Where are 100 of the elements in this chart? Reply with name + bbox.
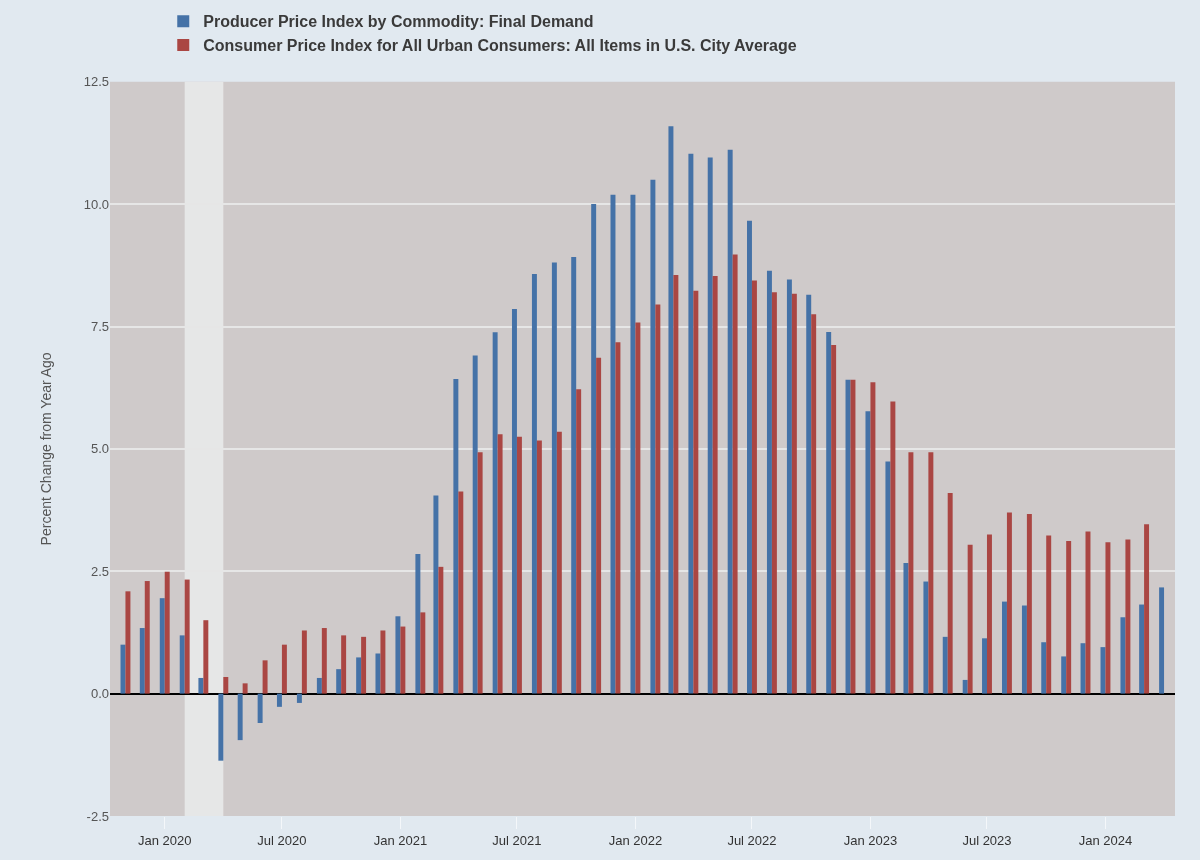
x-tick-label: Jul 2021 [492,832,542,848]
bar [380,630,386,694]
y-tick-label: 12.5 [83,74,109,90]
bar [908,452,914,694]
bar [635,322,641,694]
bar [811,314,817,694]
bar [316,677,322,694]
bar [865,411,871,694]
bar [650,179,656,694]
bar [826,331,832,694]
bar [928,452,934,694]
bar [242,683,248,694]
bar [786,279,792,694]
bar [727,149,733,694]
x-tick-label: Jan 2024 [1078,832,1133,848]
bar [751,280,757,694]
bar [184,579,190,694]
bar [472,355,478,694]
bar [766,270,772,694]
bar [1066,540,1072,694]
bar [596,357,602,694]
bar [477,452,483,694]
bar [1139,604,1145,694]
bar [1061,656,1067,694]
bar [806,294,812,694]
bar [732,254,738,694]
bar [747,220,752,694]
bar [492,332,498,694]
bar [458,491,464,694]
bar [198,677,204,694]
bar [164,571,170,694]
y-tick-label: 5.0 [90,441,109,457]
bar [1125,539,1131,694]
bar [870,382,876,694]
bar [433,495,439,694]
bar [395,616,401,694]
bar [591,204,597,694]
bar [831,345,837,694]
bar [576,389,582,694]
bar [982,638,987,694]
bar [438,566,444,694]
bar [688,153,694,694]
bar [375,653,381,694]
bar [1144,524,1150,694]
bar [218,693,224,761]
bar [511,308,517,694]
bar [536,440,542,694]
bar [296,693,302,703]
bar [341,635,347,694]
bar [144,581,150,694]
bar [693,290,699,694]
bar [1046,535,1052,694]
bar [712,276,718,694]
x-tick-label: Jul 2020 [257,832,307,848]
y-axis-title: Percent Change from Year Ago [38,352,55,546]
bar [962,679,968,694]
bar [1001,601,1007,694]
bar [281,644,287,694]
bar [1159,587,1165,694]
y-tick-label: 7.5 [90,319,109,335]
y-tick-label: 2.5 [90,563,109,579]
bar [923,581,929,694]
bar [850,379,856,694]
y-tick-label: 0.0 [90,686,109,702]
bar [516,436,522,694]
bar [707,157,713,694]
bar [453,378,459,694]
y-tick-label: -2.5 [86,808,109,824]
bar [1021,605,1027,694]
bar [947,492,953,694]
bar [125,591,131,694]
bar [139,628,145,694]
bar [673,275,679,694]
x-tick-label: Jan 2021 [373,832,428,848]
bar [885,461,891,694]
bar [668,126,674,694]
bar [400,626,406,694]
bar [1006,512,1012,694]
bar [571,256,577,694]
bar [556,431,562,694]
bar [415,554,421,694]
x-tick-label: Jul 2023 [962,832,1012,848]
bar [257,693,263,723]
bar [1041,642,1047,694]
bar [179,635,185,694]
bar [336,669,342,694]
bar [903,562,909,694]
bar [1026,513,1032,694]
bar [1120,617,1126,694]
bar [420,612,426,694]
bar [771,292,777,694]
bar [615,342,621,694]
bar [237,693,243,741]
y-tick-label: 10.0 [83,196,109,212]
bar [967,544,973,694]
bar [361,636,367,694]
x-tick-label: Jan 2023 [843,832,898,848]
bar [531,274,537,694]
bar [203,620,209,694]
bar [655,304,661,694]
